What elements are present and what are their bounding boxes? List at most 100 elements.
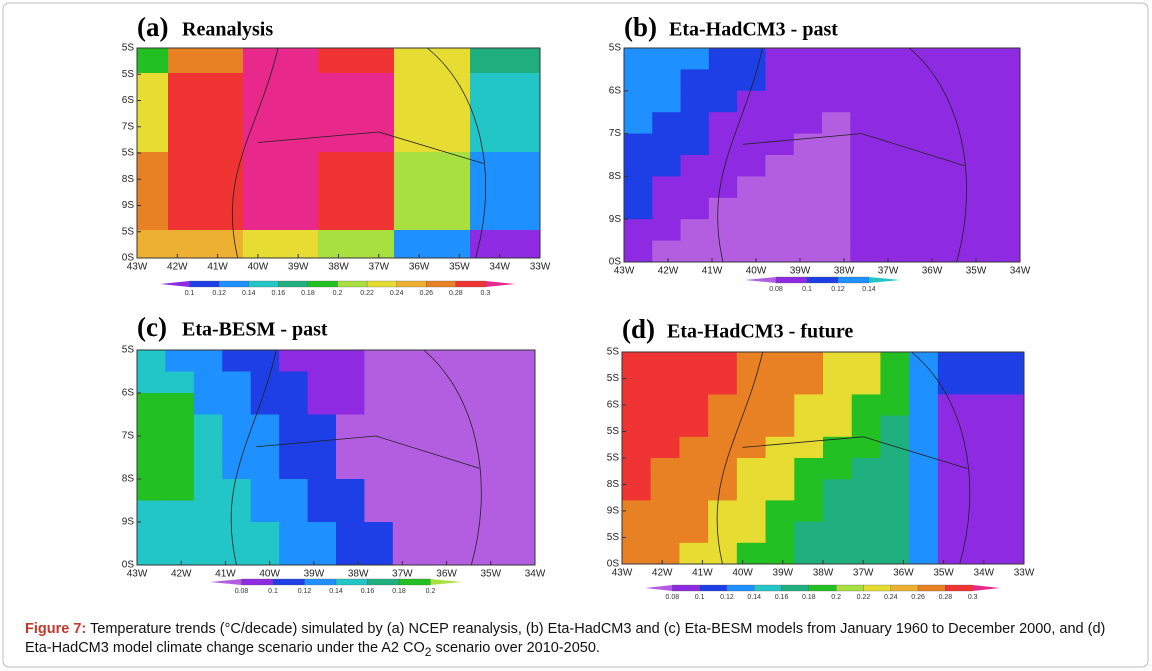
x-tick-label: 33W [530, 262, 551, 273]
map-cell [318, 73, 395, 153]
map-cell [823, 479, 853, 501]
map-cell [165, 350, 195, 372]
map-cell [222, 522, 252, 544]
map-cell [794, 521, 824, 544]
map-cell [823, 352, 853, 374]
x-tick-label: 42W [658, 266, 679, 277]
map-cell [307, 414, 337, 437]
map-cell [307, 500, 337, 523]
map-cell [364, 414, 394, 437]
map-cell [449, 522, 479, 544]
map-cell [250, 414, 280, 437]
map-cell [765, 69, 795, 92]
map-cell [470, 73, 541, 153]
map-cell [279, 436, 309, 458]
map-cell [652, 240, 682, 263]
map-cell [307, 479, 337, 501]
y-tick-label: 5S [122, 148, 135, 159]
map-cell [991, 90, 1021, 113]
map-cell [392, 500, 422, 523]
map-cell [622, 542, 652, 565]
coastline [716, 351, 971, 565]
map-cell [794, 352, 824, 374]
map-cell [478, 479, 508, 501]
x-tick-label: 37W [392, 569, 413, 580]
map-cell [736, 394, 767, 417]
colorbar-segment [426, 280, 456, 288]
map-cell [737, 176, 766, 199]
map-cell [449, 457, 479, 480]
map-cell [937, 352, 968, 374]
map-cell [765, 500, 795, 523]
map-cell [137, 371, 166, 394]
map-cell [679, 479, 709, 501]
map-cell [449, 500, 479, 523]
x-tick-label: 36W [922, 266, 943, 277]
map-cell [506, 543, 536, 566]
map-cell [822, 240, 851, 263]
map-cell [935, 69, 964, 92]
map-cell [736, 521, 767, 544]
map-cell [878, 48, 908, 70]
map-cell [880, 415, 910, 438]
map-cell [624, 69, 653, 92]
map-cell [995, 458, 1025, 480]
map-cell [963, 197, 993, 220]
map-cell [336, 500, 365, 523]
panel-label: (b) [624, 12, 657, 42]
map-cell [765, 458, 795, 480]
map-cell [624, 219, 653, 242]
y-tick-label: 8S [122, 474, 135, 485]
map-cell [421, 479, 451, 501]
map-cell [622, 458, 652, 480]
map-cell [243, 230, 319, 259]
map-cell [823, 521, 853, 544]
colorbar-segment [337, 280, 368, 288]
map-cell [279, 350, 309, 372]
x-tick-label: 35W [480, 569, 501, 580]
map-cell [765, 373, 795, 395]
colorbar-label: 0.1 [695, 594, 705, 601]
map-cell [650, 436, 680, 459]
x-tick-label: 38W [813, 568, 834, 579]
map-cell [737, 240, 766, 263]
map-cell [470, 48, 541, 74]
map-cell [880, 521, 910, 544]
y-tick-label: 5S [607, 453, 620, 464]
map-cell [765, 479, 795, 501]
map-cell [680, 197, 710, 220]
map-cell [336, 457, 365, 480]
map-cell [250, 522, 280, 544]
map-cell [937, 458, 968, 480]
map-cell [364, 371, 394, 394]
map-cell [822, 48, 851, 70]
map-cell [966, 479, 996, 501]
map-cell [279, 479, 309, 501]
map-cell [995, 373, 1025, 395]
map-cell [880, 394, 910, 417]
map-cell [364, 457, 394, 480]
map-cell [449, 371, 479, 394]
y-tick-label: 5S [607, 347, 620, 358]
coastline [717, 47, 967, 263]
colorbar-segment [890, 584, 919, 592]
map-cell [193, 500, 223, 523]
map-cell [307, 371, 337, 394]
colorbar-label: 0.28 [449, 290, 463, 297]
map-cell [822, 197, 851, 220]
map-cell [193, 436, 223, 458]
map-cell [765, 90, 795, 113]
map-cell [793, 90, 823, 113]
map-cell [878, 90, 908, 113]
x-tick-label: 34W [489, 262, 510, 273]
map-cell [506, 479, 536, 501]
map-cell [193, 371, 223, 394]
map-cell [935, 176, 964, 199]
x-tick-label: 43W [127, 262, 148, 273]
map-cell [679, 373, 709, 395]
map-frame [136, 349, 536, 566]
map-cell [243, 48, 319, 74]
map-cell [679, 500, 709, 523]
caption-text: scenario over 2010-2050. [431, 640, 600, 656]
